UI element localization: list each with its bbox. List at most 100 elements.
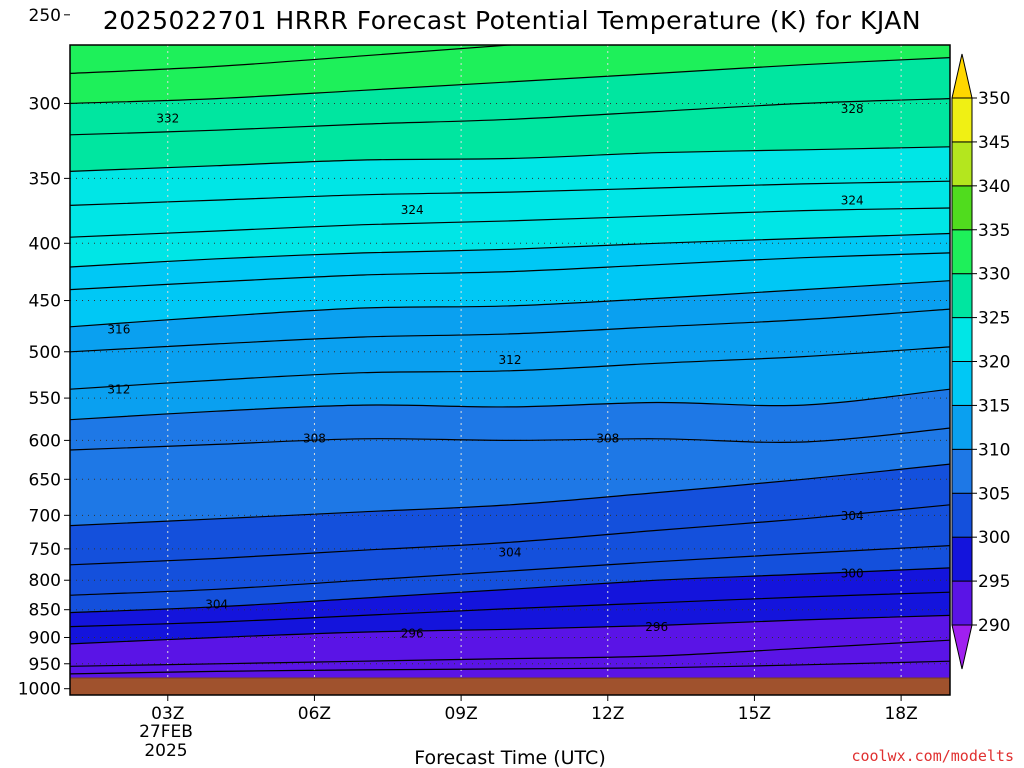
isentrope-322 xyxy=(70,207,950,238)
contour-label-text: 300 xyxy=(841,566,864,580)
isentrope-304 xyxy=(70,504,950,566)
contour-label-text: 308 xyxy=(596,431,619,445)
y-axis-pressure-ticks: 250 300 350 400 450 500 550 600 650 700 750 800 850 9… xyxy=(18,6,70,700)
isentrope-324 xyxy=(70,180,950,206)
colorbar-label: 290 xyxy=(978,616,1010,636)
contour-label-text: 328 xyxy=(841,102,864,116)
contour-label-304: 304 xyxy=(841,509,864,523)
colorbar-tick-320: 320 xyxy=(972,353,1010,373)
y-tick-900: 900 xyxy=(29,628,70,648)
band-above-332 xyxy=(70,45,510,74)
colorbar: 290 295 300 305 310 315 320 325 330 335 340 345 350 xyxy=(951,53,1010,670)
contour-label-328: 328 xyxy=(841,102,864,116)
contour-label-text: 312 xyxy=(499,353,522,367)
y-tick-label: 350 xyxy=(29,169,61,189)
colorbar-label: 315 xyxy=(978,396,1010,416)
contour-label-308: 308 xyxy=(303,431,326,445)
date-label-year: 2025 xyxy=(144,741,187,761)
y-tick-450: 450 xyxy=(29,292,70,312)
x-tick-label: 18Z xyxy=(884,704,917,724)
colorbar-tick-330: 330 xyxy=(972,265,1010,285)
contour-label-text: 304 xyxy=(841,509,864,523)
x-tick-15Z: 15Z xyxy=(738,695,771,724)
contour-label-324: 324 xyxy=(841,194,864,208)
ground-surface xyxy=(69,677,951,696)
x-tick-label: 12Z xyxy=(591,704,624,724)
contour-label-text: 308 xyxy=(303,431,326,445)
isentrope-292 xyxy=(70,660,950,675)
colorbar-label: 325 xyxy=(978,309,1010,329)
isentrope-308 xyxy=(70,427,950,451)
colorbar-extend-low xyxy=(951,624,973,670)
y-tick-label: 850 xyxy=(29,601,61,621)
x-tick-label: 09Z xyxy=(444,704,477,724)
colorbar-label: 300 xyxy=(978,528,1010,548)
contour-label-312: 312 xyxy=(107,383,130,397)
colorbar-label: 335 xyxy=(978,221,1010,241)
band-above-344 xyxy=(65,0,955,5)
colorbar-swatch-310 xyxy=(951,404,973,450)
isentrope-320 xyxy=(70,232,950,268)
y-tick-350: 350 xyxy=(29,169,70,189)
y-tick-600: 600 xyxy=(29,431,70,451)
contour-label-text: 296 xyxy=(645,620,668,634)
y-tick-650: 650 xyxy=(29,470,70,490)
isentrope-326 xyxy=(70,146,950,172)
contour-label-296: 296 xyxy=(645,620,668,634)
colorbar-label: 340 xyxy=(978,177,1010,197)
y-tick-1000: 1000 xyxy=(18,680,70,700)
contour-label-296: 296 xyxy=(401,627,424,641)
y-tick-label: 550 xyxy=(29,389,61,409)
y-tick-950: 950 xyxy=(29,655,70,675)
colorbar-tick-300: 300 xyxy=(972,528,1010,548)
contour-label-312: 312 xyxy=(499,353,522,367)
theta-filled-bands xyxy=(65,0,955,678)
credit-text: coolwx.com/modelts xyxy=(851,747,1014,765)
colorbar-swatch-315 xyxy=(951,361,973,406)
y-tick-label: 250 xyxy=(29,6,61,26)
x-tick-label: 06Z xyxy=(298,704,331,724)
y-tick-label: 600 xyxy=(29,431,61,451)
isentrope-328 xyxy=(70,98,950,136)
contour-label-300: 300 xyxy=(841,566,864,580)
x-tick-label: 03Z xyxy=(151,704,184,724)
colorbar-label: 330 xyxy=(978,265,1010,285)
y-tick-label: 950 xyxy=(29,655,61,675)
y-tick-700: 700 xyxy=(29,506,70,526)
isentrope-314 xyxy=(70,308,950,353)
contour-label-308: 308 xyxy=(596,431,619,445)
x-axis-time-ticks: 03Z 06Z 09Z 12Z 15Z 18Z xyxy=(151,695,918,724)
colorbar-tick-325: 325 xyxy=(972,309,1010,329)
chart-title: 2025022701 HRRR Forecast Potential Tempe… xyxy=(103,6,921,35)
contour-label-text: 312 xyxy=(107,383,130,397)
contour-label-text: 324 xyxy=(401,203,424,217)
contour-label-text: 304 xyxy=(205,597,228,611)
colorbar-tick-335: 335 xyxy=(972,221,1010,241)
y-tick-label: 400 xyxy=(29,234,61,254)
band-above-342 xyxy=(65,0,955,5)
y-tick-800: 800 xyxy=(29,571,70,591)
y-tick-label: 1000 xyxy=(18,680,61,700)
contour-label-text: 324 xyxy=(841,194,864,208)
colorbar-swatch-305 xyxy=(951,448,973,494)
isentrope-302 xyxy=(70,545,950,596)
x-tick-06Z: 06Z xyxy=(298,695,331,724)
band-above-340 xyxy=(65,0,955,5)
y-tick-label: 500 xyxy=(29,343,61,363)
colorbar-extend-high xyxy=(951,53,973,99)
isentrope-294 xyxy=(70,639,950,667)
contour-label-304: 304 xyxy=(205,597,228,611)
colorbar-label: 345 xyxy=(978,133,1010,153)
isentrope-316 xyxy=(70,280,950,328)
isentrope-312 xyxy=(70,346,950,390)
y-tick-750: 750 xyxy=(29,540,70,560)
x-tick-03Z: 03Z xyxy=(151,695,184,724)
x-tick-18Z: 18Z xyxy=(884,695,918,724)
isentrope-306 xyxy=(70,463,950,527)
contour-label-304: 304 xyxy=(499,546,522,560)
colorbar-swatch-325 xyxy=(951,273,973,319)
colorbar-swatch-340 xyxy=(951,141,973,187)
y-tick-300: 300 xyxy=(29,94,70,114)
